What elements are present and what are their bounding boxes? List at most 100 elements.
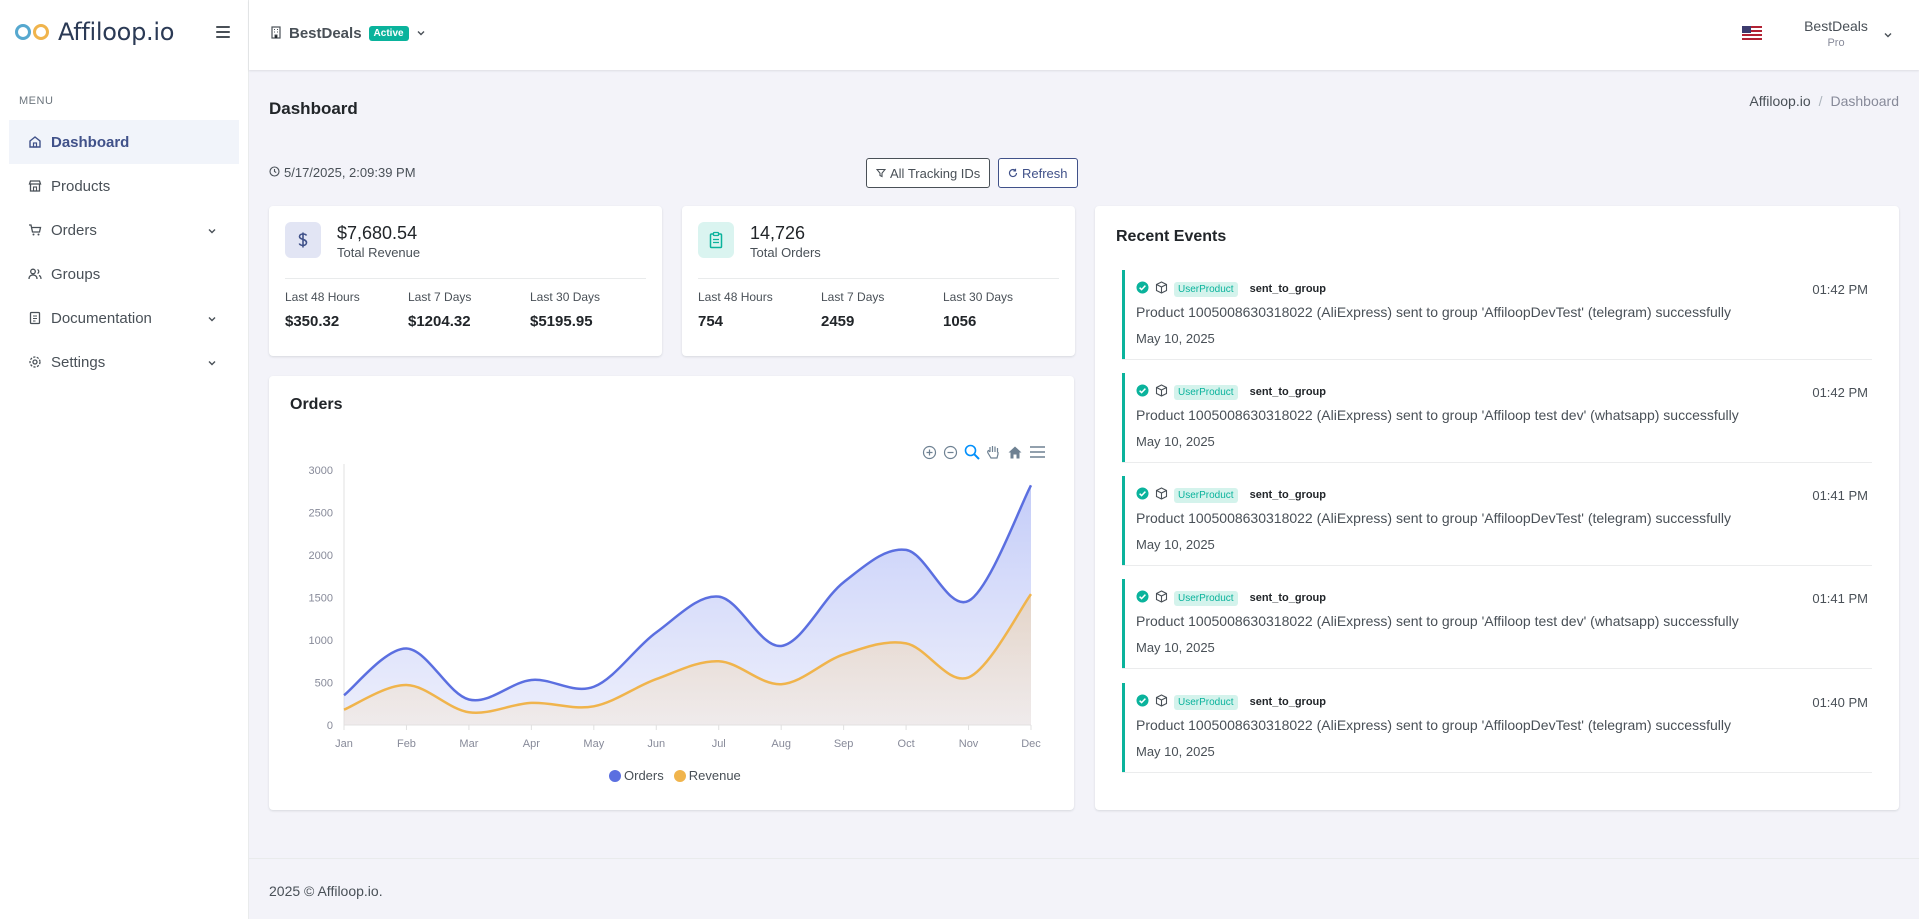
footer-copyright: 2025 © Affiloop.io.: [269, 883, 383, 899]
event-date: May 10, 2025: [1136, 537, 1215, 552]
pan-icon[interactable]: [986, 444, 1001, 460]
zoom-selection-icon[interactable]: [964, 444, 980, 460]
x-tick-label: Dec: [1021, 738, 1041, 750]
event-message: Product 1005008630318022 (AliExpress) se…: [1136, 407, 1739, 423]
timestamp-text: 5/17/2025, 2:09:39 PM: [284, 165, 416, 180]
orders-30d: Last 30 Days 1056: [943, 290, 1013, 330]
event-item[interactable]: UserProduct sent_to_group 01:40 PM Product …: [1122, 683, 1872, 772]
chart-menu-icon[interactable]: [1029, 445, 1046, 459]
x-tick-label: Jun: [647, 738, 665, 750]
event-date: May 10, 2025: [1136, 331, 1215, 346]
divider: [285, 278, 646, 279]
event-action: sent_to_group: [1249, 696, 1326, 708]
series-line-orders[interactable]: [343, 484, 1033, 702]
sidebar-item-label: Documentation: [51, 309, 152, 327]
check-circle-icon: [1136, 694, 1149, 710]
period-label: Last 48 Hours: [285, 290, 360, 304]
event-type-badge: UserProduct: [1174, 384, 1238, 400]
y-tick-label: 1500: [309, 593, 333, 605]
event-action: sent_to_group: [1249, 386, 1326, 398]
revenue-card: $7,680.54 Total Revenue Last 48 Hours $3…: [269, 206, 662, 356]
orders-chart-title: Orders: [290, 396, 343, 413]
last-updated: 5/17/2025, 2:09:39 PM: [269, 165, 416, 180]
total-orders-value: 14,726: [750, 223, 806, 243]
sidebar-item-dashboard[interactable]: Dashboard: [9, 120, 239, 164]
sidebar-nav: Dashboard Products Orders Groups Docu: [9, 120, 239, 384]
x-tick-label: Jul: [712, 738, 726, 750]
gear-icon: [27, 354, 43, 370]
sidebar-item-products[interactable]: Products: [9, 164, 239, 208]
sidebar-item-settings[interactable]: Settings: [9, 340, 239, 384]
x-tick-label: Feb: [397, 738, 416, 750]
check-circle-icon: [1136, 590, 1149, 606]
event-header: UserProduct sent_to_group: [1136, 384, 1326, 400]
us-flag-icon[interactable]: [1742, 26, 1762, 40]
breadcrumb-link[interactable]: Affiloop.io: [1749, 93, 1811, 109]
logo-icon: [15, 24, 49, 40]
event-item[interactable]: UserProduct sent_to_group 01:42 PM Product …: [1122, 373, 1872, 462]
sidebar-item-documentation[interactable]: Documentation: [9, 296, 239, 340]
legend-label: Revenue: [688, 768, 741, 783]
event-action: sent_to_group: [1249, 283, 1326, 295]
chart-toolbar: [922, 444, 1046, 460]
y-tick-label: 2500: [309, 508, 333, 520]
event-time: 01:41 PM: [1812, 591, 1868, 606]
period-value: 1056: [943, 313, 977, 330]
store-selector[interactable]: BestDeals Active: [270, 25, 426, 42]
breadcrumb-current: Dashboard: [1830, 93, 1900, 109]
event-header: UserProduct sent_to_group: [1136, 487, 1326, 503]
series-area-orders: [344, 485, 1031, 725]
recent-events-card: Recent Events UserProduct sent_to_group 01…: [1095, 206, 1899, 810]
user-plan: Pro: [1827, 37, 1845, 49]
legend-item-orders[interactable]: Orders: [609, 768, 664, 783]
period-label: Last 48 Hours: [698, 290, 773, 304]
legend-item-revenue[interactable]: Revenue: [673, 768, 741, 783]
event-time: 01:41 PM: [1812, 488, 1868, 503]
logo-text: Affiloop.io: [58, 18, 175, 46]
period-label: Last 30 Days: [530, 290, 601, 304]
zoom-out-icon[interactable]: [943, 445, 958, 460]
clipboard-icon: [698, 222, 734, 258]
revenue-48h: Last 48 Hours $350.32: [285, 290, 360, 330]
event-date: May 10, 2025: [1136, 744, 1215, 759]
event-item[interactable]: UserProduct sent_to_group 01:42 PM Product …: [1122, 270, 1872, 359]
sidebar-item-orders[interactable]: Orders: [9, 208, 239, 252]
x-tick-label: Oct: [898, 738, 915, 750]
event-time: 01:42 PM: [1812, 385, 1868, 400]
refresh-label: Refresh: [1022, 165, 1068, 181]
refresh-button[interactable]: Refresh: [998, 158, 1078, 188]
sidebar-item-label: Groups: [51, 265, 101, 283]
store-name: BestDeals: [289, 25, 362, 42]
chevron-down-icon: [207, 355, 217, 372]
app-logo[interactable]: Affiloop.io: [14, 18, 174, 46]
orders-area-chart[interactable]: 0 500 1000 1500 2000 2500 3000 Jan Feb Mar Apr May J…: [269, 376, 1074, 810]
event-item[interactable]: UserProduct sent_to_group 01:41 PM Product …: [1122, 579, 1872, 668]
dollar-icon: [285, 222, 321, 258]
menu-toggle-icon[interactable]: [216, 26, 230, 38]
user-menu[interactable]: BestDeals Pro: [1786, 18, 1886, 49]
sidebar-item-label: Products: [51, 177, 111, 195]
tracking-filter-label: All Tracking IDs: [890, 165, 981, 181]
box-icon: [1155, 384, 1168, 400]
x-tick-label: Sep: [834, 738, 854, 750]
x-tick-label: May: [583, 738, 604, 750]
series-line-revenue[interactable]: [343, 593, 1033, 714]
period-value: $350.32: [285, 313, 340, 330]
y-tick-label: 3000: [309, 465, 333, 477]
series-area-revenue: [344, 594, 1031, 725]
breadcrumb: Affiloop.io / Dashboard: [1749, 93, 1899, 109]
event-item[interactable]: UserProduct sent_to_group 01:41 PM Product …: [1122, 476, 1872, 565]
event-type-badge: UserProduct: [1174, 694, 1238, 710]
reset-home-icon[interactable]: [1007, 445, 1023, 460]
x-tick-label: Jan: [335, 738, 353, 750]
chevron-down-icon: [207, 223, 217, 240]
tracking-filter-button[interactable]: All Tracking IDs: [866, 158, 991, 188]
x-tick-label: Mar: [459, 738, 478, 750]
x-tick-label: Aug: [771, 738, 791, 750]
check-circle-icon: [1136, 281, 1149, 297]
sidebar-item-groups[interactable]: Groups: [9, 252, 239, 296]
zoom-in-icon[interactable]: [922, 445, 937, 460]
period-value: $1204.32: [408, 313, 471, 330]
event-message: Product 1005008630318022 (AliExpress) se…: [1136, 510, 1731, 526]
chevron-down-icon[interactable]: [1883, 28, 1893, 43]
